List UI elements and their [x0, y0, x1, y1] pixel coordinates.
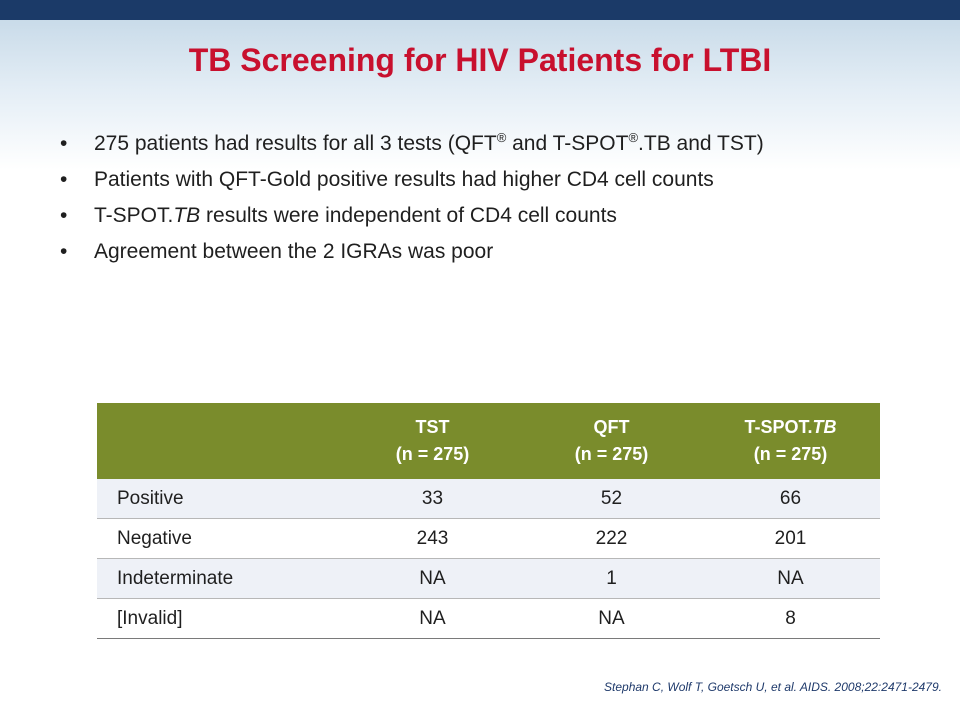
- header-background: [0, 20, 960, 170]
- header-qft-n: (n = 275): [574, 444, 649, 464]
- cell-tst: 33: [343, 479, 522, 519]
- citation: Stephan C, Wolf T, Goetsch U, et al. AID…: [604, 680, 942, 694]
- bullet-list: • 275 patients had results for all 3 tes…: [60, 130, 900, 274]
- cell-tspot: 201: [701, 518, 880, 559]
- table-header-row: TST (n = 275) QFT (n = 275) T-SPOT.TB (n…: [97, 403, 880, 479]
- top-banner-bar: [0, 0, 960, 20]
- bullet-dot: •: [60, 240, 68, 263]
- results-table: TST (n = 275) QFT (n = 275) T-SPOT.TB (n…: [97, 403, 880, 639]
- header-qft-name: QFT: [593, 417, 630, 437]
- bullet-dot: •: [60, 168, 68, 191]
- registered-mark: ®: [628, 130, 639, 145]
- bullet-dot: •: [60, 204, 68, 227]
- cell-tst: NA: [343, 598, 522, 639]
- bullet-item-4: • Agreement between the 2 IGRAs was poor: [60, 238, 900, 265]
- bullet-text: and T-SPOT: [506, 132, 629, 155]
- cell-qft: 52: [522, 479, 701, 519]
- header-tst-name: TST: [415, 417, 450, 437]
- table-row: Indeterminate NA 1 NA: [97, 558, 880, 599]
- table-row: Negative 243 222 201: [97, 518, 880, 559]
- results-table-container: TST (n = 275) QFT (n = 275) T-SPOT.TB (n…: [97, 403, 880, 639]
- cell-tst: NA: [343, 558, 522, 599]
- bullet-item-3: • T-SPOT.TB results were independent of …: [60, 202, 900, 229]
- cell-qft: 222: [522, 518, 701, 559]
- bullet-text: 275 patients had results for all 3 tests…: [94, 132, 497, 155]
- row-label: Indeterminate: [97, 558, 343, 599]
- cell-tspot: 8: [701, 598, 880, 639]
- bullet-dot: •: [60, 132, 68, 155]
- header-tst-n: (n = 275): [395, 444, 470, 464]
- cell-tspot: NA: [701, 558, 880, 599]
- bullet-text: T-SPOT.: [94, 204, 174, 227]
- header-tspot-name-italic: TB: [812, 417, 837, 437]
- header-empty-cell: [97, 403, 343, 479]
- cell-qft: NA: [522, 598, 701, 639]
- bullet-item-2: • Patients with QFT-Gold positive result…: [60, 166, 900, 193]
- cell-tspot: 66: [701, 479, 880, 519]
- cell-qft: 1: [522, 558, 701, 599]
- slide-title: TB Screening for HIV Patients for LTBI: [188, 42, 772, 78]
- header-tst: TST (n = 275): [343, 403, 522, 479]
- table-row: [Invalid] NA NA 8: [97, 598, 880, 639]
- registered-mark: ®: [496, 130, 507, 145]
- row-label: Negative: [97, 518, 343, 559]
- bullet-text: .TB and TST): [638, 132, 764, 155]
- bullet-text: Agreement between the 2 IGRAs was poor: [94, 240, 494, 263]
- row-label: [Invalid]: [97, 598, 343, 639]
- table-row: Positive 33 52 66: [97, 479, 880, 519]
- cell-tst: 243: [343, 518, 522, 559]
- bullet-text: results were independent of CD4 cell cou…: [200, 204, 617, 227]
- row-label: Positive: [97, 479, 343, 519]
- header-tspot-n: (n = 275): [753, 444, 828, 464]
- header-tspot-name: T-SPOT.: [744, 417, 813, 437]
- bullet-text-italic: TB: [173, 204, 201, 227]
- bullet-item-1: • 275 patients had results for all 3 tes…: [60, 130, 900, 157]
- bullet-text: Patients with QFT-Gold positive results …: [94, 168, 714, 191]
- header-qft: QFT (n = 275): [522, 403, 701, 479]
- header-tspot: T-SPOT.TB (n = 275): [701, 403, 880, 479]
